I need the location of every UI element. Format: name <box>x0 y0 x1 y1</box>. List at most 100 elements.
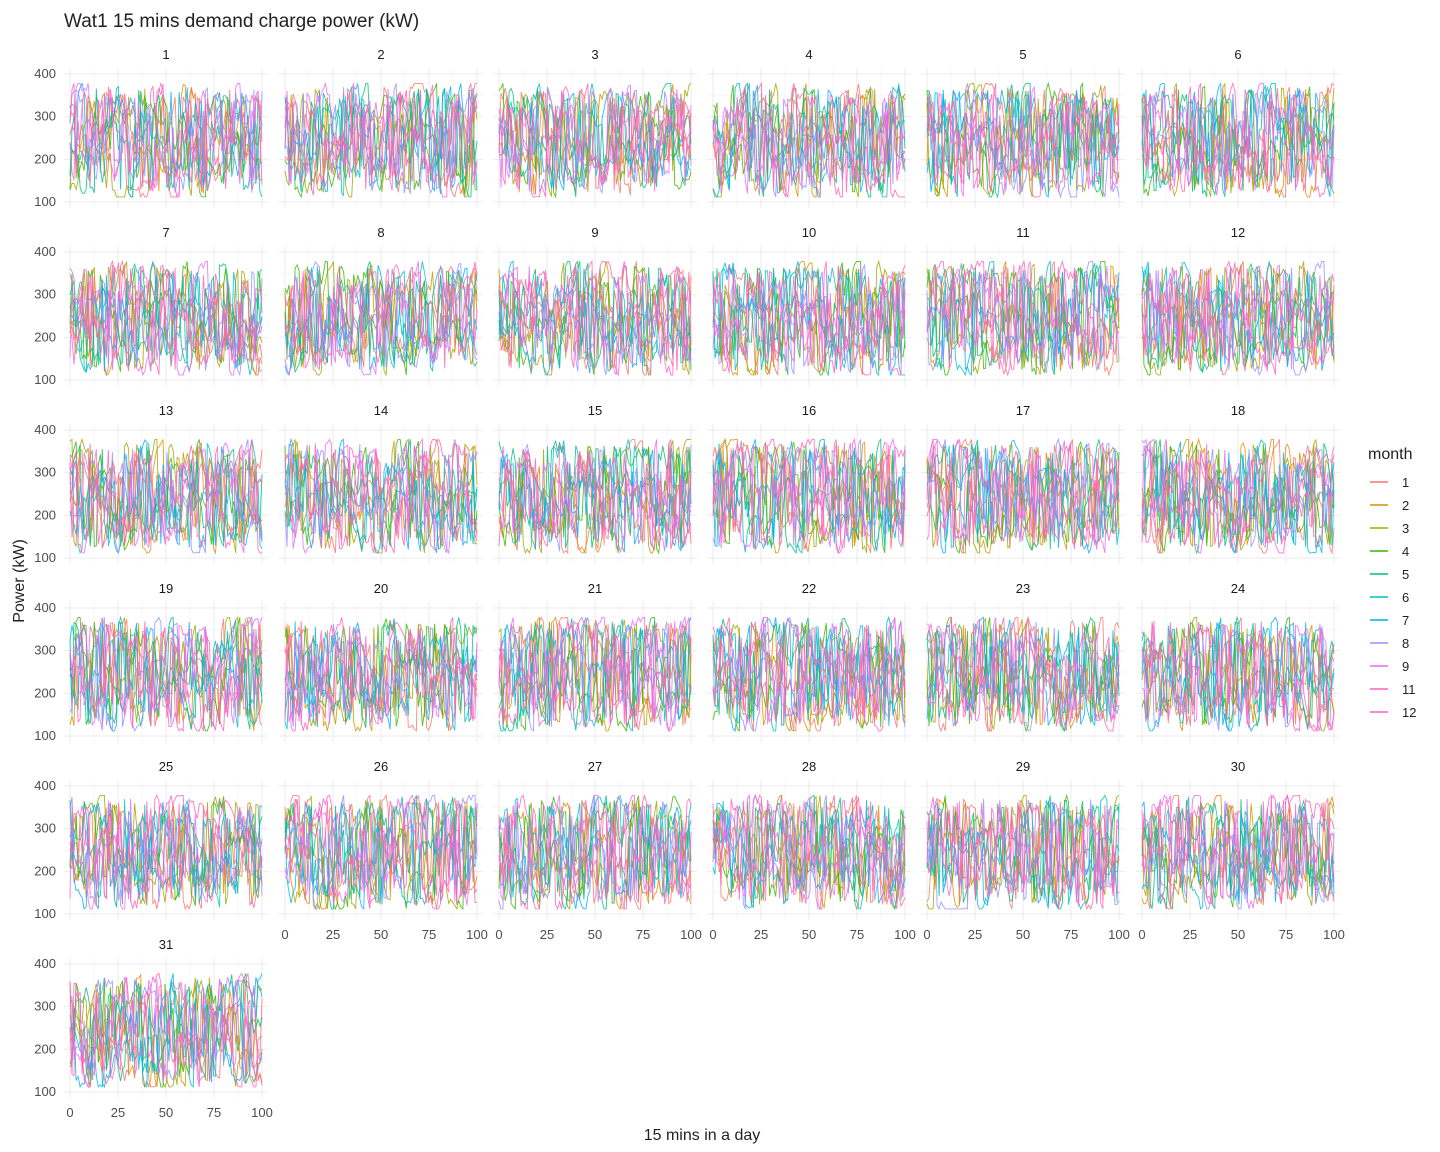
series-line-month-12 <box>926 259 1120 377</box>
x-tick-label: 25 <box>540 927 554 942</box>
series-line-month-8 <box>712 617 906 732</box>
series-line-month-12 <box>284 617 478 732</box>
series-line-month-12 <box>284 83 478 190</box>
series-line-month-11 <box>926 801 1120 903</box>
series-line-month-9 <box>712 88 906 198</box>
series-line-month-8 <box>926 437 1120 543</box>
y-tick-label: 200 <box>34 685 56 700</box>
x-tick-label: 25 <box>326 927 340 942</box>
facet-panel-27: 27 0 25 50 75 100 <box>493 759 702 942</box>
series-line-month-4 <box>69 973 263 1088</box>
facet-panel-16: 16 <box>707 403 911 564</box>
legend-label-2: 2 <box>1402 498 1409 513</box>
y-tick-label: 400 <box>34 600 56 615</box>
series-line-month-11 <box>1141 794 1335 907</box>
series-line-month-1 <box>284 439 478 554</box>
facet-strip-label: 5 <box>1019 47 1026 62</box>
series-line-month-11 <box>284 263 478 371</box>
x-tick-label: 50 <box>1016 927 1030 942</box>
series-line-month-4 <box>926 260 1120 376</box>
facet-panel-3: 3 <box>493 47 697 208</box>
facet-panel-25: 25 100 200 300 400 <box>34 759 268 921</box>
y-tick-label: 400 <box>34 778 56 793</box>
series-line-month-12 <box>1141 440 1335 554</box>
series-line-month-8 <box>69 796 263 903</box>
series-line-month-12 <box>498 616 692 728</box>
series-line-month-8 <box>284 624 478 726</box>
y-tick-label: 100 <box>34 194 56 209</box>
facet-panel-29: 29 0 25 50 75 100 <box>921 759 1130 942</box>
facet-strip-label: 14 <box>374 403 388 418</box>
series-line-month-11 <box>284 83 478 198</box>
facet-strip-label: 19 <box>159 581 173 596</box>
series-line-month-11 <box>926 88 1120 198</box>
facet-strip-label: 17 <box>1016 403 1030 418</box>
y-tick-label: 100 <box>34 1084 56 1099</box>
series-line-month-11 <box>69 621 263 732</box>
facet-strip-label: 26 <box>374 759 388 774</box>
series-line-month-12 <box>498 793 692 911</box>
facet-strip-label: 9 <box>591 225 598 240</box>
series-line-month-12 <box>712 617 906 732</box>
series-line-month-11 <box>712 261 906 374</box>
legend-label-6: 6 <box>1402 590 1409 605</box>
series-line-month-12 <box>498 439 692 554</box>
x-tick-label: 75 <box>636 927 650 942</box>
series-line-month-2 <box>284 88 478 193</box>
series-line-month-5 <box>1141 799 1335 910</box>
series-line-month-9 <box>712 616 906 726</box>
y-tick-label: 300 <box>34 287 56 302</box>
facet-panel-21: 21 <box>493 581 697 742</box>
facet-strip-label: 13 <box>159 403 173 418</box>
facet-panel-1: 1 100 200 300 400 <box>34 47 268 209</box>
series-line-month-11 <box>498 83 692 198</box>
series-line-month-12 <box>498 85 692 191</box>
series-line-month-11 <box>1141 622 1335 733</box>
facet-strip-label: 30 <box>1231 759 1245 774</box>
facet-strip-label: 24 <box>1231 581 1245 596</box>
x-tick-label: 0 <box>495 927 502 942</box>
facet-panel-18: 18 <box>1136 403 1340 564</box>
series-line-month-12 <box>69 439 262 554</box>
series-line-month-12 <box>712 441 906 554</box>
facet-panel-28: 28 0 25 50 75 100 <box>707 759 916 942</box>
x-tick-label: 0 <box>1138 927 1145 942</box>
series-line-month-3 <box>284 89 478 198</box>
series-line-month-3 <box>498 799 692 910</box>
series-line-month-9 <box>712 793 906 910</box>
series-line-month-5 <box>69 263 263 373</box>
x-tick-label: 50 <box>588 927 602 942</box>
facet-strip-label: 7 <box>162 225 169 240</box>
series-line-month-6 <box>712 794 906 904</box>
series-line-month-2 <box>498 616 692 732</box>
series-line-month-7 <box>712 439 906 552</box>
series-line-month-8 <box>712 92 906 196</box>
y-tick-label: 200 <box>34 507 56 522</box>
facet-strip-label: 23 <box>1016 581 1030 596</box>
facet-strip-label: 15 <box>588 403 602 418</box>
x-tick-label: 75 <box>422 927 436 942</box>
x-tick-label: 25 <box>1183 927 1197 942</box>
series-line-month-7 <box>1141 796 1335 903</box>
facet-panel-2: 2 <box>279 47 483 208</box>
series-line-month-11 <box>712 795 906 905</box>
series-line-month-9 <box>284 437 478 555</box>
series-line-month-8 <box>498 794 692 910</box>
x-tick-label: 25 <box>968 927 982 942</box>
series-line-month-7 <box>69 973 263 1089</box>
series-line-month-9 <box>1141 794 1335 910</box>
y-tick-label: 300 <box>34 109 56 124</box>
y-tick-label: 100 <box>34 550 56 565</box>
facet-panel-20: 20 <box>279 581 483 742</box>
series-line-month-5 <box>1141 262 1335 370</box>
series-line-month-8 <box>712 263 906 375</box>
x-tick-label: 50 <box>1231 927 1245 942</box>
y-tick-label: 300 <box>34 999 56 1014</box>
series-line-month-9 <box>712 437 906 549</box>
series-line-month-11 <box>498 259 692 377</box>
facet-panel-15: 15 <box>493 403 697 564</box>
facet-panel-30: 30 0 25 50 75 100 <box>1136 759 1345 942</box>
series-line-month-6 <box>1141 261 1335 373</box>
